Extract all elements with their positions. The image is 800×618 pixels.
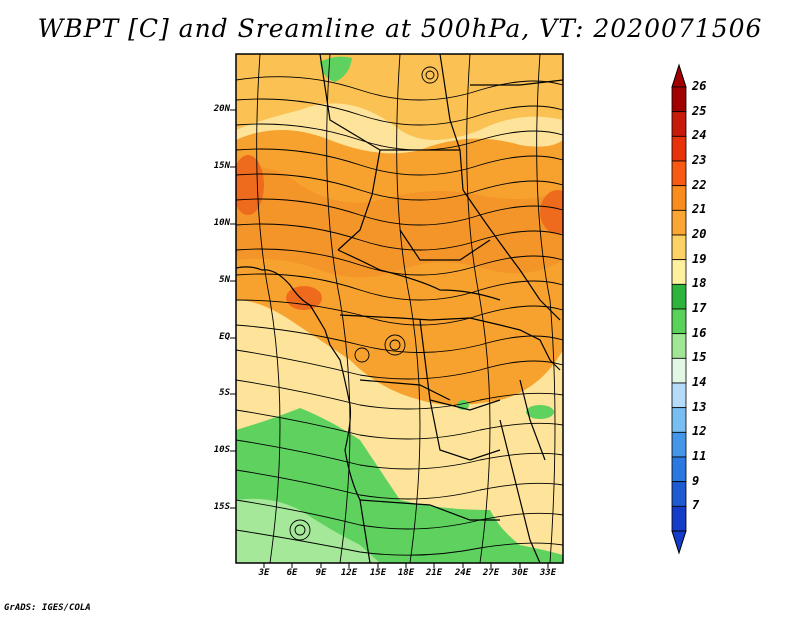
lat-label-5n: 5N xyxy=(219,275,230,285)
lat-label-10s: 10S xyxy=(213,445,230,455)
colorbar-swatch xyxy=(671,209,687,236)
patch-east-green xyxy=(526,405,554,419)
lat-label-20n: 20N xyxy=(213,104,230,114)
colorbar-tick-label: 13 xyxy=(692,399,707,414)
colorbar-tick-label: 11 xyxy=(692,449,707,463)
colorbar-swatch xyxy=(671,234,687,261)
lon-label-27e: 27E xyxy=(482,568,500,578)
colorbar-tick-label: 24 xyxy=(692,128,707,143)
lat-label-10n: 10N xyxy=(213,218,230,228)
colorbar-swatch xyxy=(671,160,687,187)
colorbar xyxy=(671,63,687,555)
lat-label-15n: 15N xyxy=(213,161,230,171)
lon-label-33e: 33E xyxy=(539,568,557,578)
colorbar-tick-label: 23 xyxy=(692,153,707,167)
patch-north-green xyxy=(320,56,352,82)
colorbar-swatch xyxy=(671,135,687,162)
colorbar-swatch xyxy=(671,431,687,458)
colorbar-swatch xyxy=(671,407,687,433)
colorbar-swatch xyxy=(671,185,687,211)
colorbar-top-arrow xyxy=(671,63,687,88)
map-frame xyxy=(235,53,564,564)
field-north-20 xyxy=(236,54,563,140)
colorbar-tick-label: 25 xyxy=(692,103,707,118)
colorbar-swatch xyxy=(671,481,687,507)
colorbar-swatch xyxy=(671,382,687,409)
lon-label-3e: 3E xyxy=(258,568,270,578)
footer-credit: GrADS: IGES/COLA xyxy=(4,603,91,613)
hotspot-west xyxy=(236,155,264,215)
lon-label-30e: 30E xyxy=(511,568,529,578)
colorbar-tick-label: 15 xyxy=(692,350,707,365)
colorbar-tick-label: 12 xyxy=(692,424,707,439)
colorbar-tick-label: 16 xyxy=(692,325,707,340)
streamlines xyxy=(236,54,563,563)
lon-label-21e: 21E xyxy=(425,568,443,578)
lat-label-15s: 15S xyxy=(213,502,230,512)
colorbar-swatch xyxy=(671,111,687,137)
hotspot-east xyxy=(540,190,563,234)
colorbar-swatch xyxy=(671,505,687,532)
colorbar-tick-label: 14 xyxy=(692,375,707,389)
colorbar-swatch xyxy=(671,456,687,483)
lon-label-24e: 24E xyxy=(454,568,472,578)
colorbar-swatch xyxy=(671,308,687,335)
colorbar-tick-label: 21 xyxy=(692,202,707,217)
lon-label-18e: 18E xyxy=(397,568,415,578)
colorbar-swatch xyxy=(671,283,687,310)
colorbar-tick-label: 20 xyxy=(692,227,707,241)
colorbar-tick-label: 22 xyxy=(692,177,707,192)
lon-label-15e: 15E xyxy=(369,568,387,578)
lon-label-6e: 6E xyxy=(286,568,298,578)
colorbar-tick-label: 7 xyxy=(692,498,700,513)
colorbar-tick-label: 18 xyxy=(692,276,707,291)
lat-label-5s: 5S xyxy=(219,388,230,398)
colorbar-swatch xyxy=(671,86,687,113)
colorbar-swatch xyxy=(671,333,687,359)
axis-ticks xyxy=(230,109,549,568)
colorbar-swatch xyxy=(671,357,687,384)
colorbar-tick-label: 19 xyxy=(692,251,707,266)
colorbar-tick-label: 9 xyxy=(692,473,700,488)
colorbar-swatch xyxy=(671,259,687,285)
chart-title: WBPT [C] and Sreamline at 500hPa, VT: 20… xyxy=(37,14,763,43)
colorbar-tick-label: 17 xyxy=(692,301,707,315)
colorbar-bottom-arrow xyxy=(671,530,687,555)
lat-label-eq: EQ xyxy=(219,332,230,342)
country-borders xyxy=(236,54,563,563)
wbpt-field xyxy=(236,54,563,563)
lon-label-9e: 9E xyxy=(315,568,327,578)
colorbar-tick-label: 26 xyxy=(692,79,707,93)
lon-label-12e: 12E xyxy=(340,568,358,578)
